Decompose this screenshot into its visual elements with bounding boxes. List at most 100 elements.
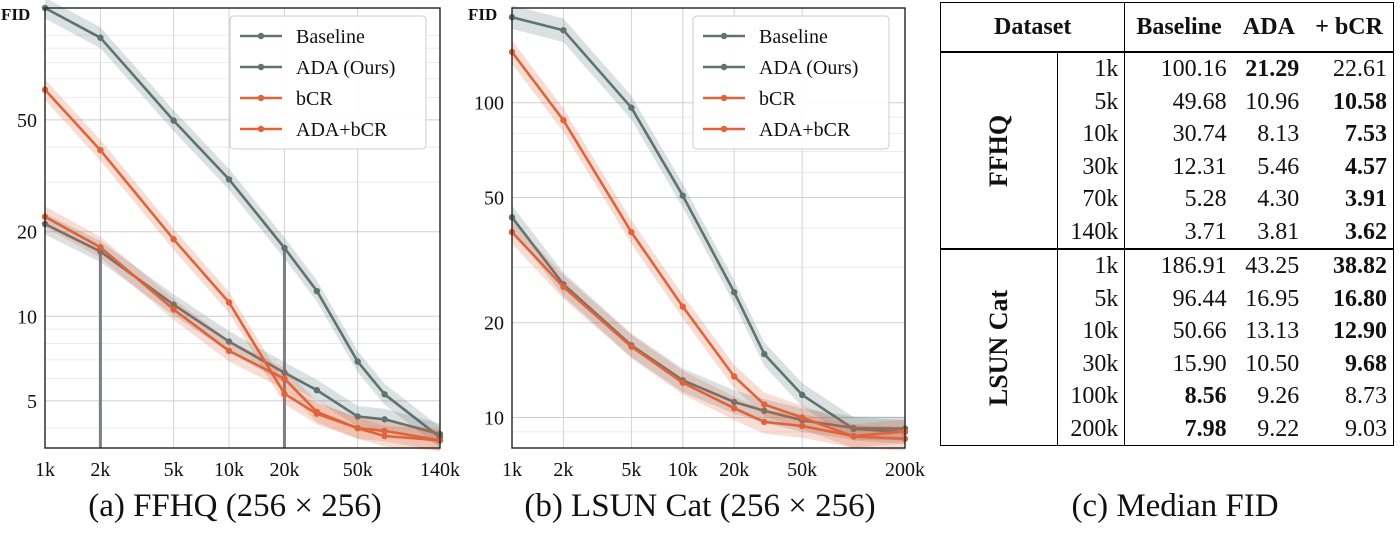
table-row: LSUN Cat 1k 186.91 43.25 38.82	[940, 248, 1394, 446]
fid-value-cell: 12.31	[1124, 150, 1233, 183]
fid-value-cell: 50.66	[1124, 315, 1233, 348]
charta-legend-label: Baseline	[296, 26, 365, 48]
fid-value-cell: 3.71	[1124, 215, 1233, 249]
charta-x-tick-label: 50k	[343, 459, 373, 481]
fid-value-cell: 3.91	[1345, 186, 1387, 213]
dataset-size-cell: 1k	[1057, 248, 1125, 283]
chartb-y-tick-label: 100	[474, 93, 504, 115]
median-fid-table: Dataset Baseline ADA + bCR FFHQ 1k 100.16 2…	[940, 2, 1394, 446]
chartb-x-tick-label: 1k	[502, 459, 522, 481]
charta-data-point	[97, 34, 104, 41]
chartb-data-point	[560, 117, 567, 124]
col-header-ada: ADA	[1232, 2, 1306, 53]
charta-legend-marker	[257, 63, 265, 71]
table-row: 10k 30.74 8.13 7.53	[941, 118, 1394, 151]
charta-data-point	[313, 386, 321, 394]
charta-legend-marker	[257, 94, 265, 102]
chartb-data-point	[679, 303, 686, 310]
dataset-size-cell: 30k	[1082, 350, 1119, 377]
dataset-size-cell: 1k	[1057, 51, 1125, 86]
charta-legend-marker	[257, 125, 265, 133]
charta-legend-box	[229, 15, 427, 150]
table-row: 140k 3.71 3.81 3.62	[941, 215, 1394, 249]
charta-data-point	[225, 347, 233, 355]
dataset-size-cell: 5k	[1094, 88, 1119, 115]
table-row: FFHQ 1k 100.16 21.29 22.61	[940, 51, 1394, 249]
fid-value-cell: 15.90	[1124, 347, 1233, 380]
dataset-size-cell: 140k	[1070, 218, 1119, 245]
charta-y-axis-label: FID	[1, 5, 30, 24]
dataset-group-label: LSUN Cat	[940, 248, 1059, 446]
chartb-y-axis-label: FID	[468, 5, 497, 24]
fid-value-cell: 16.80	[1333, 285, 1387, 312]
charta-data-point	[354, 424, 361, 432]
caption-b: (b) LSUN Cat (256 × 256)	[524, 488, 876, 524]
fid-value-cell: 5.46	[1257, 153, 1300, 180]
table-row: 100k 8.56 9.26 8.73	[941, 379, 1394, 413]
charta-y-tick-label: 50	[17, 110, 37, 132]
chartb-data-point	[798, 422, 806, 430]
fid-value-cell: 3.62	[1345, 218, 1387, 245]
fid-value-cell: 9.03	[1345, 415, 1387, 442]
dataset-size-cell: 10k	[1082, 318, 1119, 345]
table-row: 200k 7.98 9.22 9.03	[941, 412, 1394, 446]
chartb-band-2	[512, 205, 905, 441]
charta-data-point	[170, 301, 177, 308]
fid-value-cell: 13.13	[1245, 318, 1300, 345]
charta-data-point	[381, 432, 388, 440]
chartb-data-point	[731, 289, 738, 296]
chartb-y-tick-label: 20	[484, 313, 504, 335]
charta-data-point	[170, 117, 177, 124]
charta-legend-label: ADA+bCR	[296, 119, 388, 141]
dataset-size-cell: 200k	[1070, 415, 1119, 442]
charta-band-2	[45, 213, 440, 445]
chartb-data-point	[628, 228, 635, 236]
chartb-legend-label: Baseline	[759, 26, 828, 48]
charta-data-point	[381, 427, 388, 435]
caption-a: (a) FFHQ (256 × 256)	[88, 488, 382, 524]
dataset-group-name: LSUN Cat	[984, 289, 1014, 406]
chartb-data-point	[628, 343, 635, 350]
chartb-data-point	[761, 407, 768, 415]
chartb-legend-label: bCR	[759, 88, 796, 110]
fid-value-cell: 30.74	[1124, 118, 1233, 151]
col-header-dataset: Dataset	[940, 2, 1125, 53]
charta-data-point	[281, 390, 288, 398]
fid-value-cell: 4.57	[1345, 153, 1387, 180]
chartb-x-tick-label: 20k	[719, 459, 749, 481]
dataset-size-cell: 10k	[1082, 121, 1119, 148]
fid-value-cell: 21.29	[1232, 51, 1306, 86]
chartb-data-point	[679, 379, 686, 386]
chartb-data-point	[850, 432, 857, 440]
chartb-x-tick-label: 2k	[553, 459, 573, 481]
chartb-data-point	[850, 424, 857, 432]
charta-data-point	[170, 236, 177, 243]
charta-data-point	[313, 287, 321, 295]
dataset-size-cell: 30k	[1082, 153, 1119, 180]
charta-x-tick-label: 5k	[164, 459, 184, 481]
fid-value-cell: 16.95	[1245, 285, 1300, 312]
chartb-legend-marker	[720, 63, 728, 71]
fid-value-cell: 186.91	[1124, 248, 1233, 283]
charta-data-point	[170, 306, 177, 313]
dataset-size-cell: 100k	[1070, 383, 1119, 410]
charta-data-point	[225, 338, 233, 345]
fid-value-cell: 10.58	[1333, 88, 1387, 115]
charta-legend-label: bCR	[296, 88, 333, 110]
charta-x-tick-label: 2k	[90, 459, 110, 481]
chartb-data-point	[679, 192, 686, 199]
chartb-data-point	[628, 104, 635, 111]
chartb-band-4	[512, 220, 905, 448]
fid-value-cell: 4.30	[1257, 186, 1300, 213]
chartb-legend-marker	[720, 125, 728, 133]
dataset-group-name: FFHQ	[984, 114, 1014, 187]
chartb-legend-label: ADA (Ours)	[759, 57, 858, 79]
chartb-data-point	[731, 373, 738, 380]
charta-band-4	[45, 206, 440, 451]
dataset-size-cell: 5k	[1094, 285, 1119, 312]
table-row: 30k 15.90 10.50 9.68	[941, 347, 1394, 380]
charta-data-point	[354, 413, 361, 420]
chartb-y-tick-label: 10	[484, 407, 504, 429]
fid-value-cell: 3.81	[1257, 218, 1300, 245]
